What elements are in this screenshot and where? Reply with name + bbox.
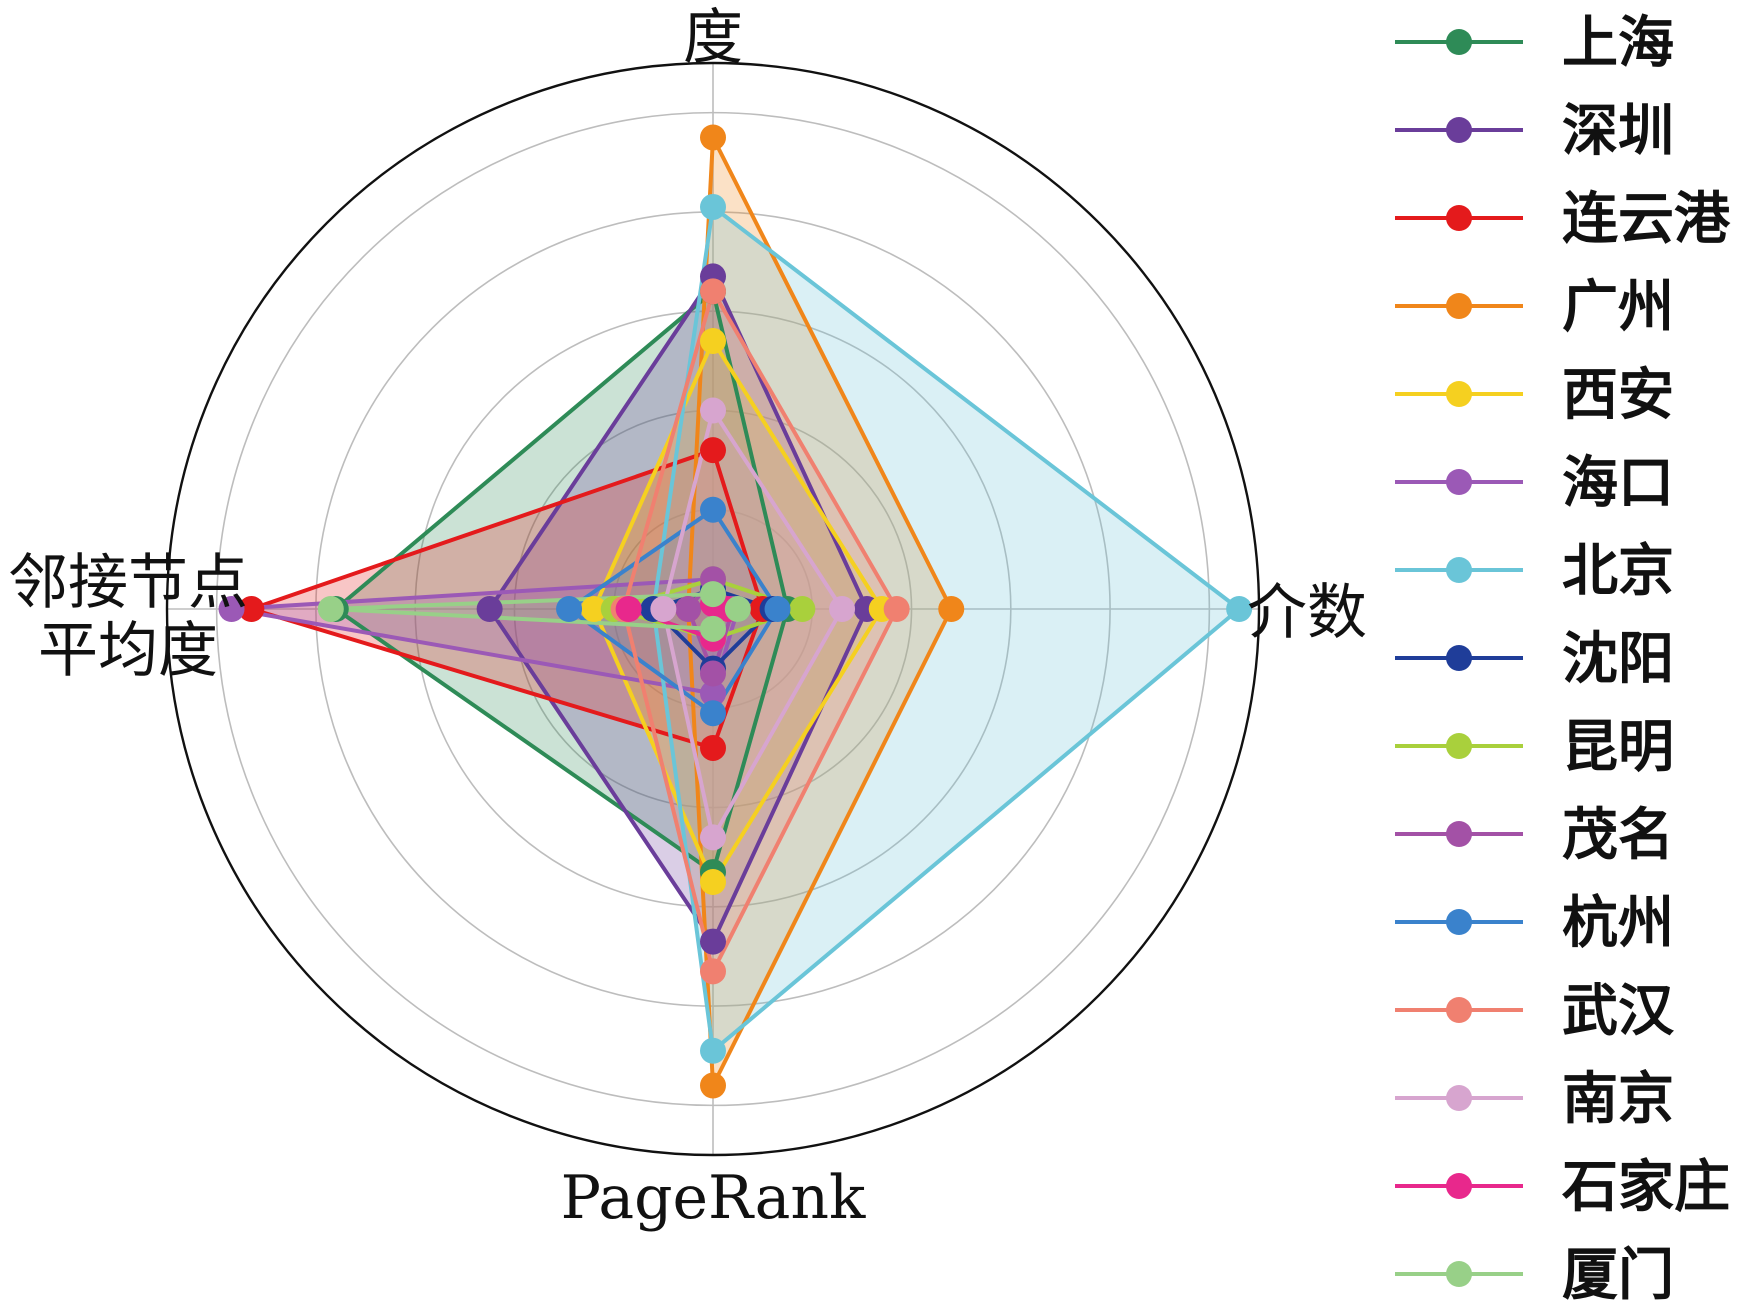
legend-marker-5 (1446, 469, 1472, 495)
legend-marker-10 (1446, 909, 1472, 935)
series-fill-6 (653, 206, 1240, 1051)
series-10-point-0 (700, 496, 726, 523)
legend-item-1: 深圳 (1395, 99, 1674, 164)
series-6-point-2 (700, 1037, 726, 1064)
series-3-point-2 (700, 1072, 726, 1099)
legend-label-1: 深圳 (1562, 99, 1674, 164)
legend-marker-2 (1446, 205, 1472, 231)
legend-marker-3 (1446, 293, 1472, 319)
series-10-point-3 (556, 596, 583, 622)
series-3-point-0 (700, 124, 726, 151)
series-8-point-1 (789, 596, 816, 622)
axis-labels: 度介数 PageRank 邻接节点平均度 (8, 3, 1367, 1233)
legend-label-11: 武汉 (1562, 979, 1675, 1044)
series-13-point-3 (615, 596, 642, 622)
legend-item-8: 昆明 (1395, 715, 1674, 780)
legend-label-2: 连云港 (1562, 187, 1731, 252)
legend-marker-11 (1446, 997, 1472, 1023)
axis-label-degree: 度 (683, 3, 743, 73)
axis-label-betweenness: 介数 (1247, 578, 1367, 648)
legend-marker-8 (1446, 733, 1472, 759)
legend-item-4: 西安 (1395, 363, 1674, 428)
series-1-point-2 (700, 928, 726, 955)
outer-frame (165, 61, 1261, 1157)
legend-label-10: 杭州 (1562, 891, 1674, 956)
legend-item-12: 南京 (1395, 1067, 1674, 1132)
legend-marker-1 (1446, 117, 1472, 143)
legend-item-9: 茂名 (1395, 803, 1674, 868)
series-12-point-2 (700, 824, 726, 851)
legend-label-7: 沈阳 (1562, 627, 1674, 692)
axis-label-neighbor-avg-degree: 邻接节点平均度 (8, 548, 248, 686)
series-14-point-1 (724, 596, 751, 622)
series-4-point-3 (580, 596, 607, 622)
series-fill-0 (335, 291, 788, 873)
legend-marker-7 (1446, 645, 1472, 671)
series-14-point-2 (700, 615, 726, 642)
legend-label-9: 茂名 (1562, 803, 1674, 868)
series-5-point-2 (700, 680, 726, 707)
legend-item-0: 上海 (1395, 11, 1674, 76)
legend-marker-13 (1446, 1173, 1472, 1199)
axis-label-degree-line-0: 度 (683, 3, 743, 73)
series-11-point-0 (700, 278, 726, 305)
legend-label-13: 石家庄 (1562, 1155, 1730, 1220)
legend-marker-0 (1446, 29, 1472, 55)
series-1-point-3 (476, 596, 503, 622)
axis-label-neighbor-avg-degree-line-1: 平均度 (38, 616, 218, 686)
legend-label-5: 海口 (1562, 451, 1674, 516)
series-9-point-2 (700, 660, 726, 687)
series-11-point-1 (883, 596, 910, 622)
series-11-point-2 (700, 958, 726, 985)
legend-marker-9 (1446, 821, 1472, 847)
legend-label-8: 昆明 (1562, 715, 1674, 780)
series-2-point-2 (700, 734, 726, 761)
legend-item-11: 武汉 (1395, 979, 1675, 1044)
series-6-point-1 (1226, 596, 1253, 622)
legend-marker-6 (1446, 557, 1472, 583)
legend-label-3: 广州 (1562, 275, 1674, 340)
legend-label-4: 西安 (1562, 363, 1674, 428)
series-3-point-1 (938, 596, 965, 622)
series-fill-2 (251, 450, 763, 748)
grid-layer (165, 61, 1261, 1157)
series-12-point-1 (829, 596, 856, 622)
series-5-point-3 (218, 596, 245, 622)
series-10-point-1 (764, 596, 791, 622)
series-6-point-0 (700, 193, 726, 220)
axis-label-betweenness-line-0: 介数 (1247, 578, 1367, 648)
legend-item-14: 厦门 (1395, 1243, 1674, 1301)
legend-item-13: 石家庄 (1395, 1155, 1730, 1220)
legend-item-7: 沈阳 (1395, 627, 1674, 692)
legend-marker-12 (1446, 1085, 1472, 1111)
series-10-point-2 (700, 700, 726, 727)
series-2-point-3 (238, 596, 265, 622)
series-4-point-2 (700, 869, 726, 895)
series-14-point-0 (700, 581, 726, 608)
legend-item-5: 海口 (1395, 451, 1674, 516)
legend-label-12: 南京 (1562, 1067, 1674, 1132)
series-fill-11 (623, 291, 897, 972)
axis-label-pagerank: PageRank (561, 1163, 866, 1233)
legend-item-2: 连云港 (1395, 187, 1731, 252)
legend-marker-14 (1446, 1261, 1472, 1287)
legend-label-6: 北京 (1562, 539, 1674, 604)
legend-item-10: 杭州 (1395, 891, 1674, 956)
legend-item-3: 广州 (1395, 275, 1674, 340)
series-points (218, 124, 1253, 1099)
legend-label-0: 上海 (1562, 11, 1674, 76)
series-2-point-0 (700, 437, 726, 464)
axis-label-pagerank-line-0: PageRank (561, 1163, 866, 1233)
series-4-point-0 (700, 327, 726, 354)
legend-marker-4 (1446, 381, 1472, 407)
series-12-point-0 (700, 397, 726, 424)
series-12-point-3 (650, 596, 677, 622)
legend-label-14: 厦门 (1562, 1243, 1674, 1301)
series-9-point-3 (675, 596, 702, 622)
series-14-point-3 (317, 596, 344, 622)
legend-item-6: 北京 (1395, 539, 1674, 604)
axis-label-neighbor-avg-degree-line-0: 邻接节点 (8, 548, 248, 618)
